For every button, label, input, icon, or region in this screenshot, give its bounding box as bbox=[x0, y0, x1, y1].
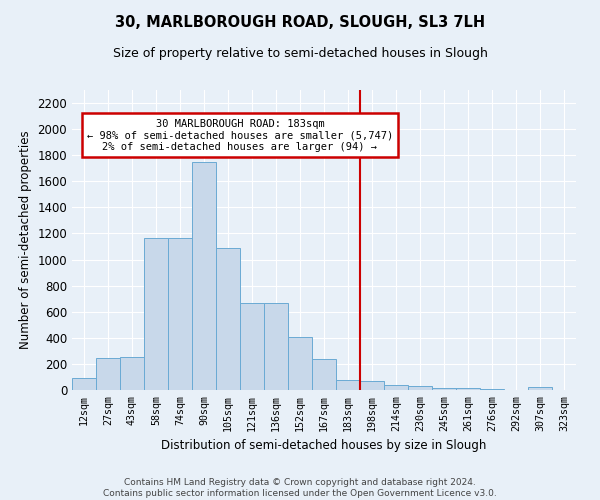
Bar bbox=[96, 358, 120, 390]
Bar bbox=[360, 381, 384, 390]
Bar bbox=[192, 162, 216, 390]
Bar bbox=[264, 304, 288, 390]
Bar bbox=[432, 388, 456, 390]
Bar bbox=[288, 337, 312, 390]
Bar bbox=[72, 378, 96, 390]
Y-axis label: Number of semi-detached properties: Number of semi-detached properties bbox=[19, 130, 32, 350]
Bar bbox=[120, 358, 144, 390]
Bar bbox=[408, 386, 432, 390]
X-axis label: Distribution of semi-detached houses by size in Slough: Distribution of semi-detached houses by … bbox=[161, 439, 487, 452]
Text: 30 MARLBOROUGH ROAD: 183sqm
← 98% of semi-detached houses are smaller (5,747)
2%: 30 MARLBOROUGH ROAD: 183sqm ← 98% of sem… bbox=[87, 118, 393, 152]
Bar bbox=[240, 302, 264, 390]
Bar bbox=[336, 380, 360, 390]
Bar bbox=[144, 238, 168, 390]
Bar bbox=[168, 238, 192, 390]
Text: Size of property relative to semi-detached houses in Slough: Size of property relative to semi-detach… bbox=[113, 48, 487, 60]
Bar bbox=[312, 360, 336, 390]
Bar bbox=[384, 386, 408, 390]
Text: Contains HM Land Registry data © Crown copyright and database right 2024.
Contai: Contains HM Land Registry data © Crown c… bbox=[103, 478, 497, 498]
Bar bbox=[456, 388, 480, 390]
Bar bbox=[216, 248, 240, 390]
Bar bbox=[480, 388, 504, 390]
Text: 30, MARLBOROUGH ROAD, SLOUGH, SL3 7LH: 30, MARLBOROUGH ROAD, SLOUGH, SL3 7LH bbox=[115, 15, 485, 30]
Bar bbox=[528, 388, 552, 390]
